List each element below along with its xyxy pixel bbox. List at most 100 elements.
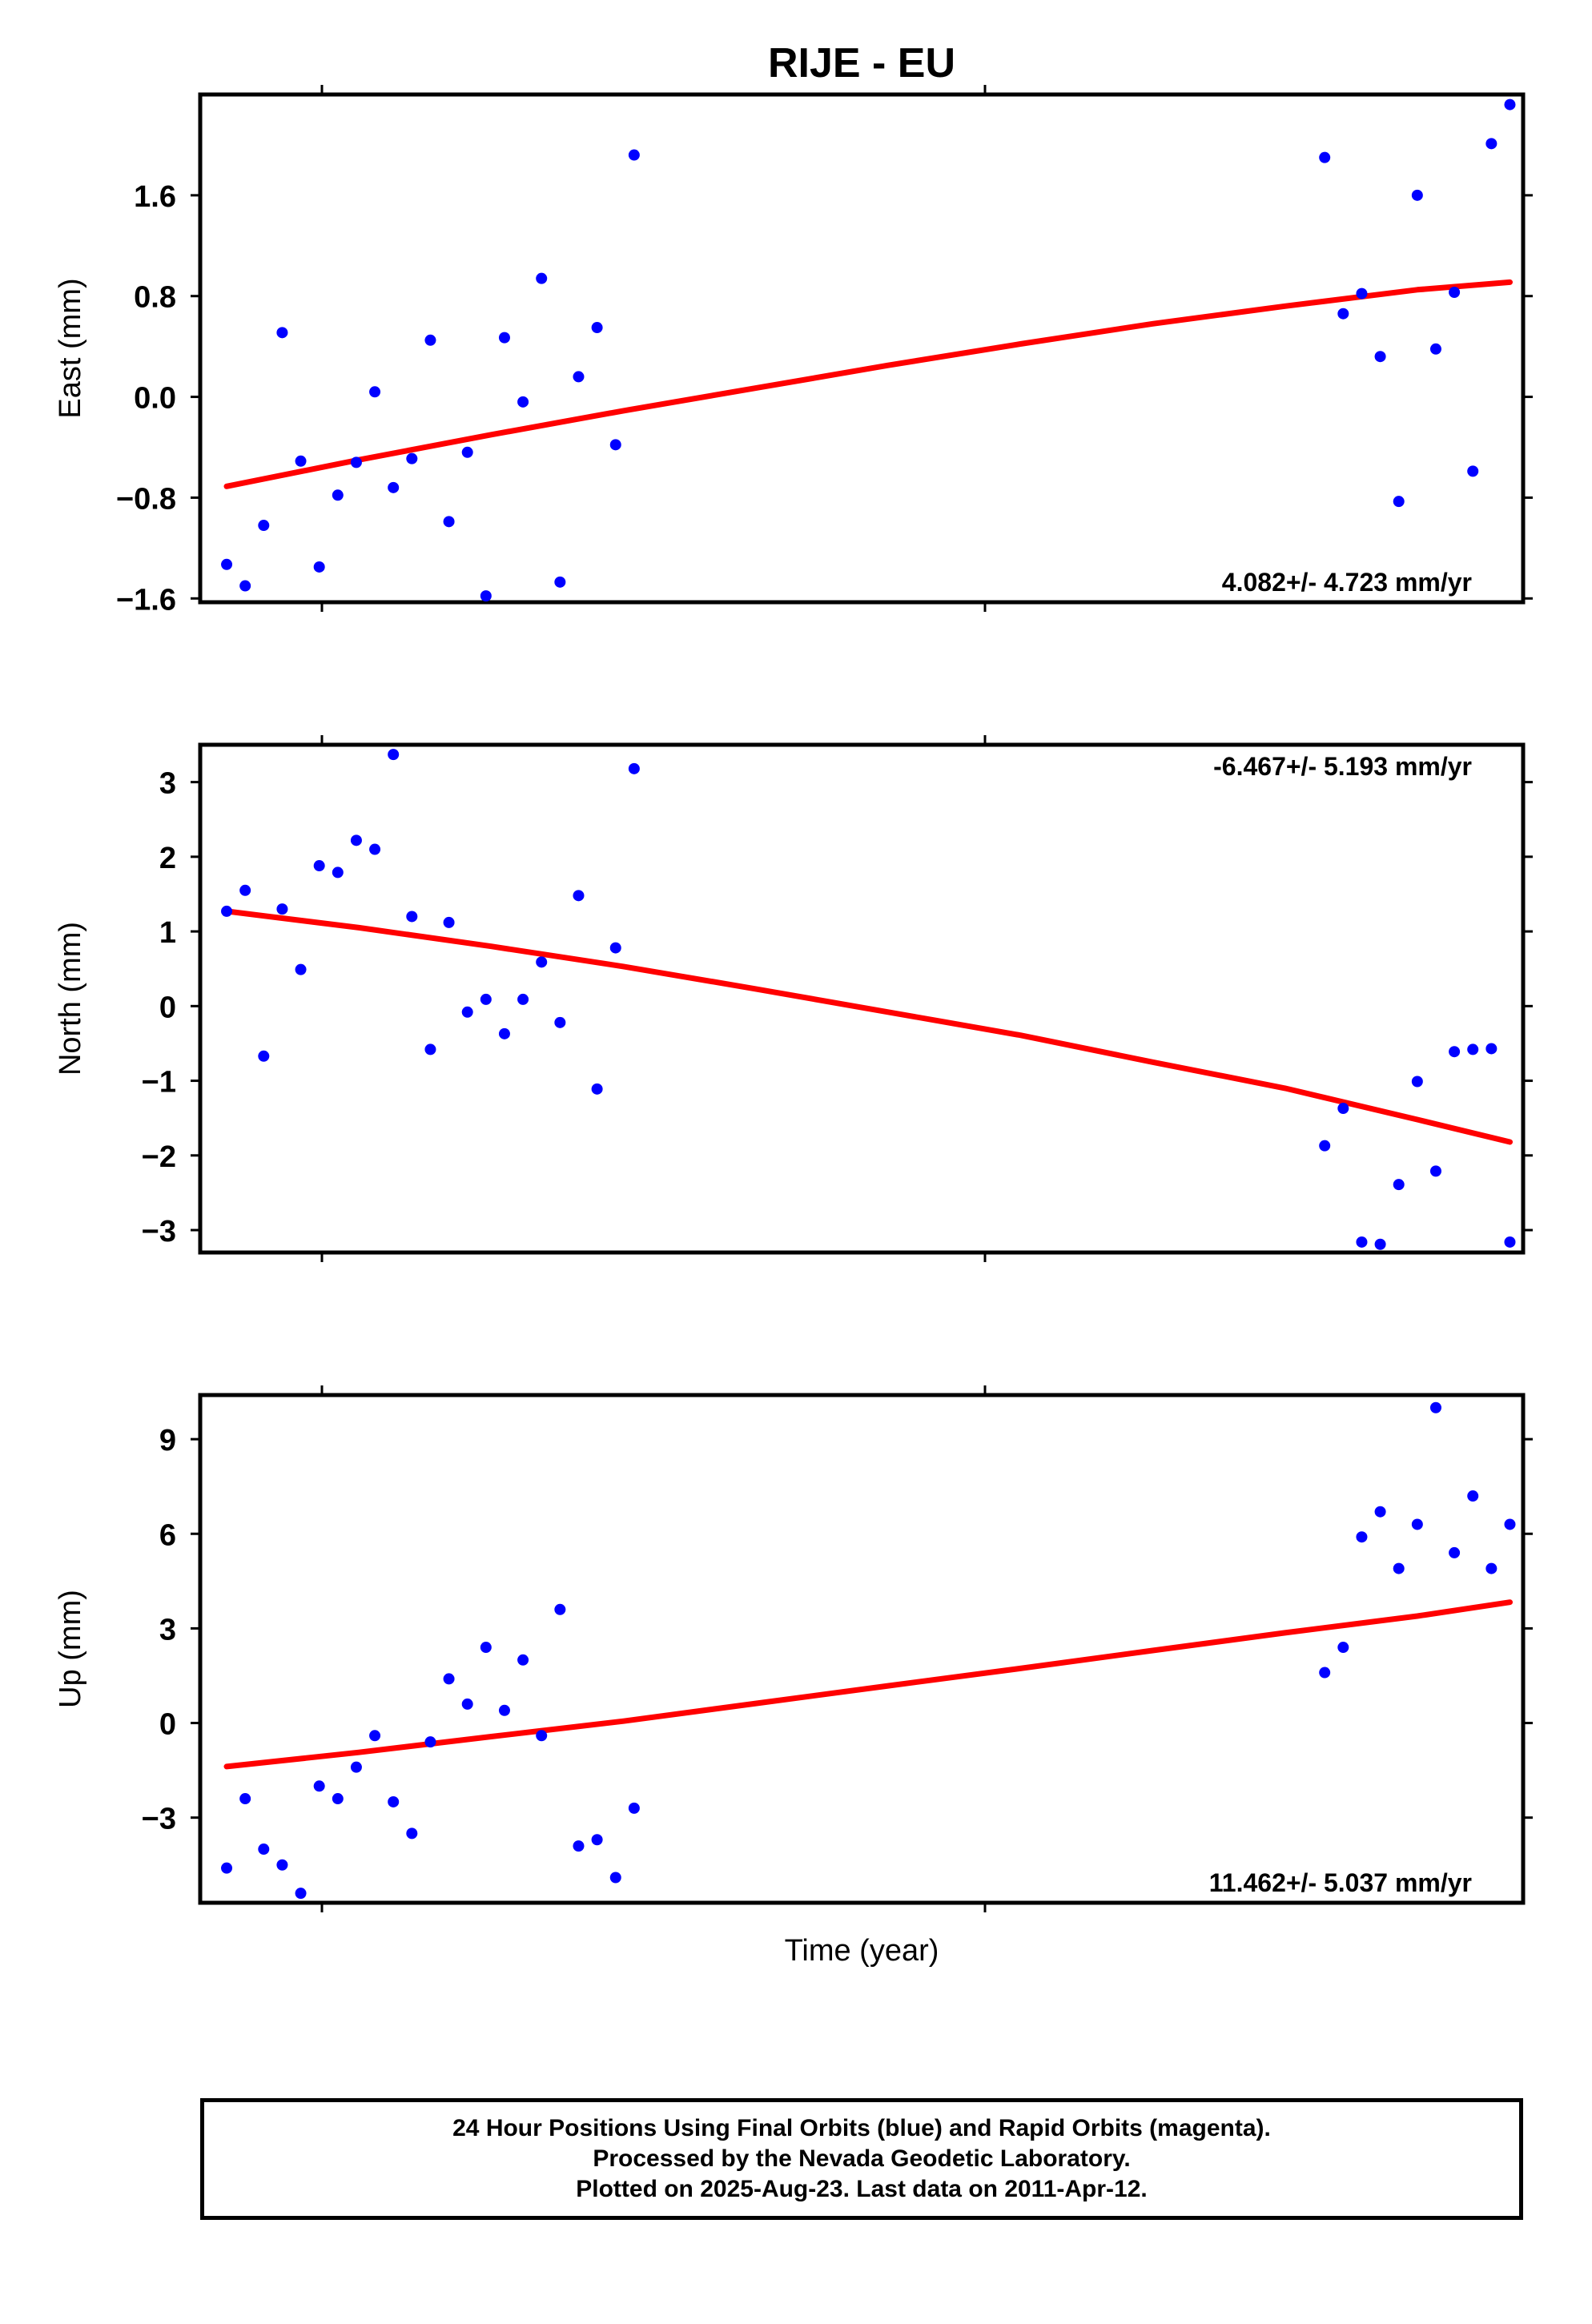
north-data-point: [443, 916, 455, 928]
up-data-point: [239, 1793, 251, 1805]
up-data-point: [536, 1730, 548, 1742]
up-ytick-label: 6: [159, 1518, 176, 1552]
up-plot-area: [221, 1401, 1516, 1900]
north-ytick-label: −3: [142, 1215, 176, 1248]
north-data-point: [369, 843, 381, 855]
north-data-point: [591, 1083, 603, 1095]
north-data-point: [628, 762, 640, 774]
east-data-point: [388, 481, 400, 493]
north-data-point: [1374, 1238, 1386, 1250]
east-data-point: [424, 334, 436, 346]
north-data-point: [332, 866, 344, 879]
north-plot-area: [221, 749, 1516, 1250]
north-data-point: [388, 749, 400, 761]
up-data-point: [295, 1888, 307, 1900]
north-ytick-label: 0: [159, 991, 176, 1024]
east-ytick-label: −1.6: [116, 583, 176, 617]
north-data-point: [1393, 1179, 1405, 1191]
east-ytick-label: 0.0: [134, 382, 176, 416]
east-data-point: [1467, 465, 1479, 477]
north-data-point: [1356, 1236, 1368, 1248]
east-data-point: [554, 576, 566, 588]
north-data-point: [258, 1050, 270, 1062]
up-data-point: [1504, 1518, 1516, 1530]
up-data-point: [1374, 1506, 1386, 1518]
up-data-point: [461, 1698, 473, 1710]
east-ytick-label: 0.8: [134, 281, 176, 315]
up-y-axis-label: Up (mm): [54, 1590, 87, 1708]
up-data-point: [350, 1761, 362, 1773]
north-y-axis-label: North (mm): [54, 922, 87, 1076]
east-rate-label: 4.082+/- 4.723 mm/yr: [1222, 568, 1472, 597]
east-data-point: [406, 452, 418, 464]
east-data-point: [1337, 308, 1349, 320]
up-data-point: [517, 1654, 529, 1666]
up-data-point: [1319, 1667, 1331, 1679]
up-data-point: [1449, 1546, 1461, 1558]
north-data-point: [424, 1043, 436, 1055]
up-data-point: [554, 1603, 566, 1615]
east-data-point: [258, 520, 270, 532]
east-y-axis-label: East (mm): [54, 278, 87, 418]
up-fit-line: [223, 1599, 1513, 1770]
east-data-point: [1504, 99, 1516, 111]
north-data-point: [1319, 1140, 1331, 1152]
east-ytick-label: 1.6: [134, 180, 176, 214]
up-data-point: [313, 1780, 325, 1792]
east-data-point: [517, 396, 529, 408]
chart-title: RIJE - EU: [768, 40, 955, 86]
north-data-point: [295, 963, 307, 975]
north-data-point: [554, 1016, 566, 1028]
east-fit-line: [223, 279, 1513, 489]
north-data-point: [536, 956, 548, 968]
north-ytick-label: −2: [142, 1140, 176, 1174]
north-data-point: [480, 993, 492, 1005]
up-data-point: [258, 1844, 270, 1856]
up-panel: −3 0 3 6 9 Up (mm) 11.462+/- 5.037 mm/yr: [54, 1385, 1533, 1912]
east-data-point: [350, 456, 362, 468]
east-data-point: [480, 590, 492, 602]
north-data-point: [1337, 1103, 1349, 1115]
up-data-point: [1467, 1490, 1479, 1502]
north-data-point: [1504, 1236, 1516, 1248]
up-ytick-label: 0: [159, 1708, 176, 1742]
up-ytick-label: −3: [142, 1803, 176, 1836]
east-data-point: [369, 386, 381, 398]
north-data-point: [609, 942, 621, 954]
east-data-point: [1429, 343, 1441, 355]
north-data-point: [313, 860, 325, 872]
footer-box: 24 Hour Positions Using Final Orbits (bl…: [200, 2098, 1523, 2220]
up-plot-frame: [198, 1393, 1526, 1905]
north-fit-line: [223, 908, 1513, 1145]
up-data-point: [443, 1673, 455, 1685]
east-data-point: [1356, 287, 1368, 300]
east-data-point: [1374, 351, 1386, 363]
east-data-point: [628, 149, 640, 161]
north-data-point: [1449, 1046, 1461, 1058]
up-ytick-label: 3: [159, 1613, 176, 1647]
up-data-point: [498, 1704, 510, 1716]
east-data-point: [276, 327, 288, 339]
east-panel: −1.6 −0.8 0.0 0.8 1.6 East (mm) 4.082+/- 4.723…: [54, 85, 1533, 617]
up-data-point: [276, 1859, 288, 1871]
east-data-point: [591, 322, 603, 334]
footer-line-3: Plotted on 2025-Aug-23. Last data on 201…: [576, 2176, 1148, 2202]
north-data-point: [221, 905, 233, 917]
up-data-point: [1393, 1562, 1405, 1574]
x-axis-label: Time (year): [785, 1934, 939, 1968]
north-data-point: [1429, 1165, 1441, 1177]
up-data-point: [388, 1795, 400, 1807]
east-data-point: [1393, 496, 1405, 508]
east-data-point: [498, 332, 510, 344]
north-data-point: [406, 911, 418, 923]
up-data-point: [1411, 1518, 1423, 1530]
up-data-point: [1337, 1642, 1349, 1654]
east-data-point: [536, 272, 548, 284]
east-data-point: [443, 516, 455, 528]
footer-line-1: 24 Hour Positions Using Final Orbits (bl…: [452, 2115, 1271, 2141]
east-data-point: [221, 558, 233, 570]
east-data-point: [1319, 151, 1331, 163]
east-data-point: [609, 439, 621, 451]
north-data-point: [239, 884, 251, 896]
up-data-point: [424, 1736, 436, 1748]
